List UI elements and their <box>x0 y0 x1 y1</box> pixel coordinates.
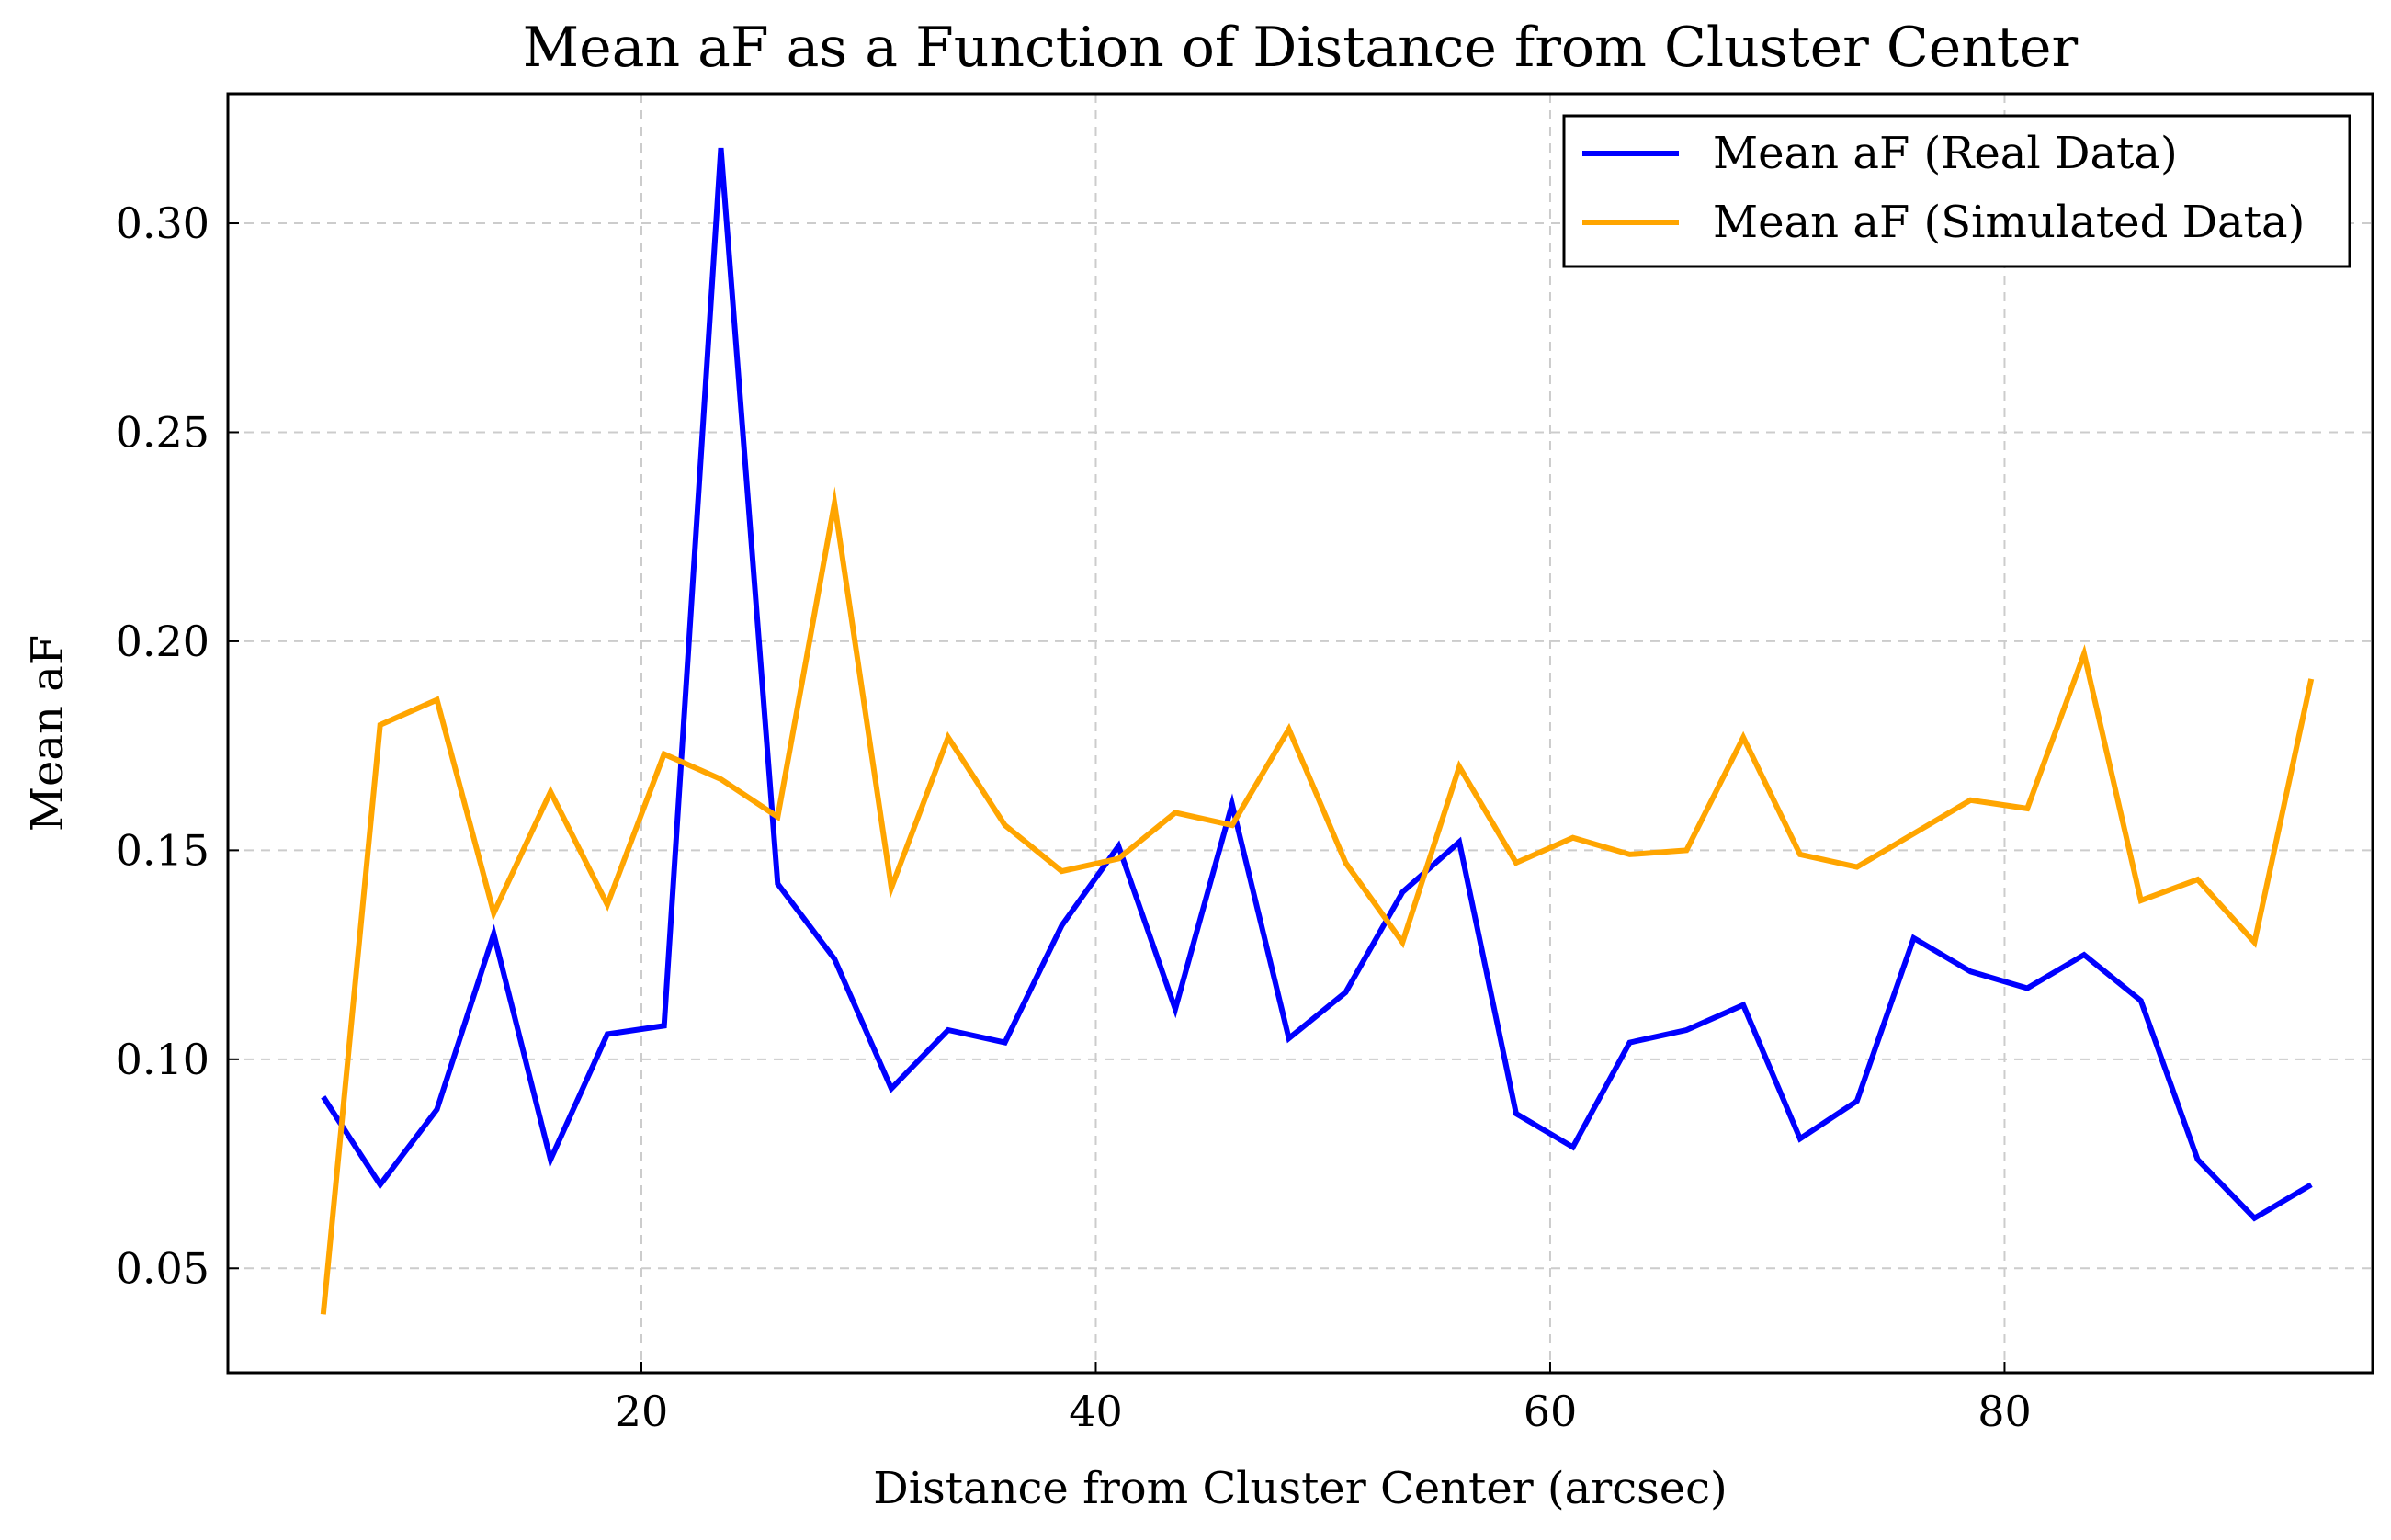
y-tick-label: 0.30 <box>116 198 210 248</box>
y-tick-label: 0.10 <box>116 1035 210 1084</box>
tick-layer: 20 40 60 80 0.05 0.10 0.15 0.20 0.25 0.30 <box>116 198 2032 1436</box>
series-line-real <box>321 147 2313 1222</box>
series-layer <box>320 147 2315 1315</box>
legend: Mean aF (Real Data) Mean aF (Simulated D… <box>1562 114 2351 268</box>
y-tick-label: 0.20 <box>116 617 210 666</box>
legend-box <box>1562 114 2351 268</box>
legend-label-real: Mean aF (Real Data) <box>1713 128 2178 179</box>
series-line-simulated <box>320 486 2315 1315</box>
x-tick-label: 20 <box>615 1387 669 1436</box>
x-axis-label: Distance from Cluster Center (arcsec) <box>873 1463 1728 1514</box>
y-axis-label: Mean aF <box>22 635 74 832</box>
plot-frame <box>226 92 2374 1375</box>
legend-label-simulated: Mean aF (Simulated Data) <box>1713 197 2305 248</box>
y-tick-label: 0.25 <box>116 407 210 457</box>
chart-title: Mean aF as a Function of Distance from C… <box>523 16 2079 80</box>
x-tick-label: 40 <box>1069 1387 1123 1436</box>
y-tick-label: 0.05 <box>116 1243 210 1293</box>
y-tick-label: 0.15 <box>116 825 210 875</box>
x-tick-label: 60 <box>1524 1387 1578 1436</box>
x-tick-label: 80 <box>1977 1387 2032 1436</box>
grid-layer <box>228 94 2373 1373</box>
